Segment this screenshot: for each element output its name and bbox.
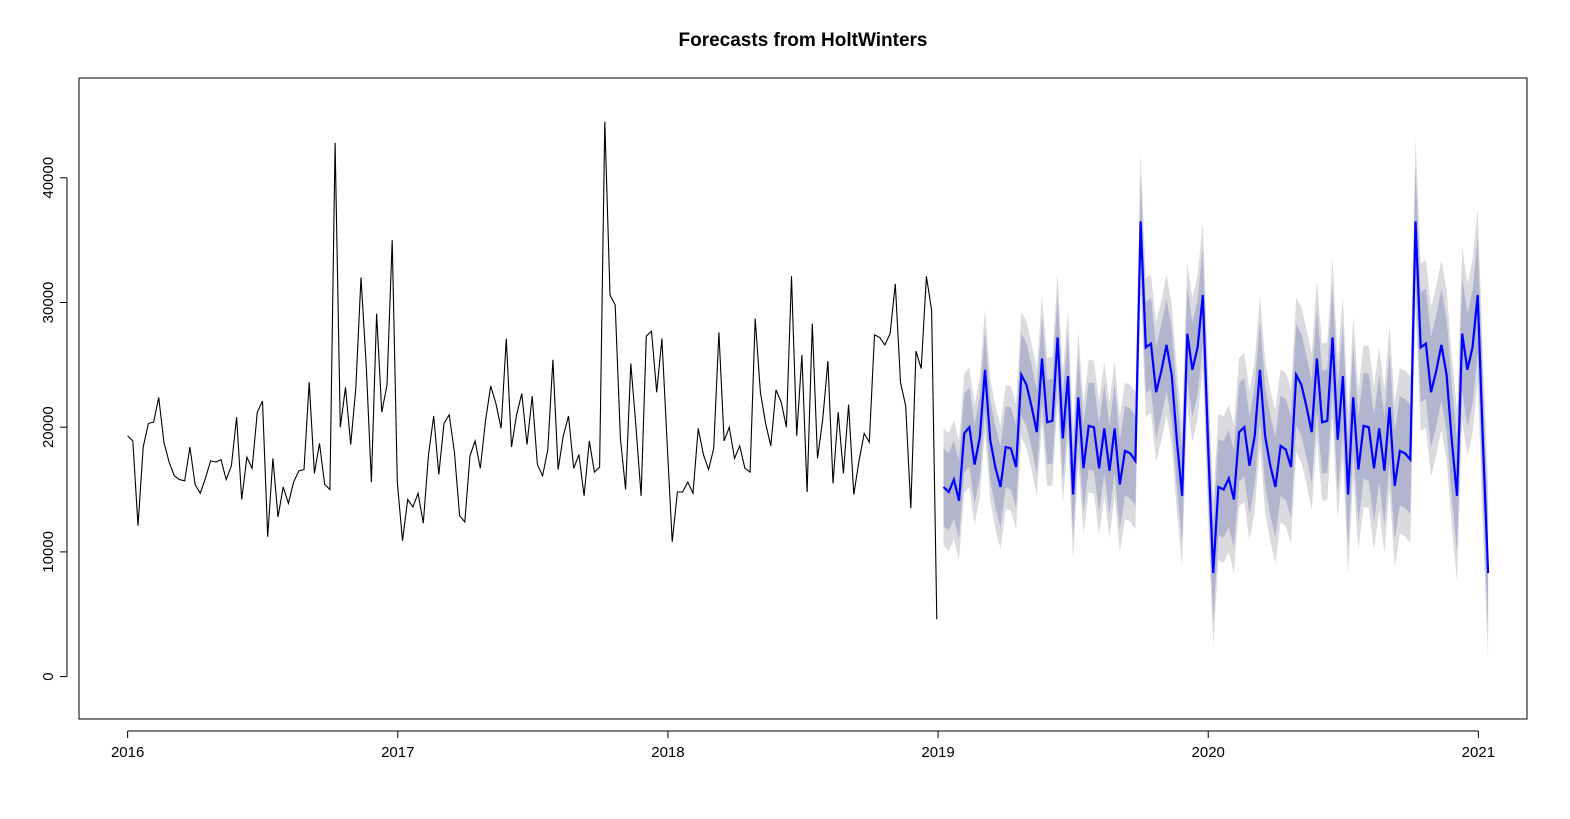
y-tick-label: 10000 (40, 531, 57, 573)
x-tick-label: 2017 (381, 744, 414, 761)
chart-title: Forecasts from HoltWinters (679, 30, 928, 51)
x-axis: 2016 2017 2018 2019 2020 2021 (111, 730, 1495, 761)
y-tick-label: 20000 (40, 406, 57, 448)
y-tick-label: 0 (40, 672, 57, 680)
y-tick-label: 40000 (40, 157, 57, 199)
x-tick-label: 2020 (1192, 744, 1225, 761)
series-lines (127, 121, 1490, 620)
plot-frame (78, 77, 1528, 720)
forecast-line (942, 221, 1490, 574)
prediction-intervals (943, 137, 1489, 661)
x-tick-label: 2016 (111, 744, 144, 761)
y-axis: 0 10000 20000 30000 40000 (40, 157, 68, 681)
x-tick-label: 2019 (921, 744, 954, 761)
x-tick-label: 2018 (651, 744, 684, 761)
x-tick-label: 2021 (1462, 744, 1495, 761)
y-tick-label: 30000 (40, 282, 57, 324)
observed-line (127, 121, 938, 620)
